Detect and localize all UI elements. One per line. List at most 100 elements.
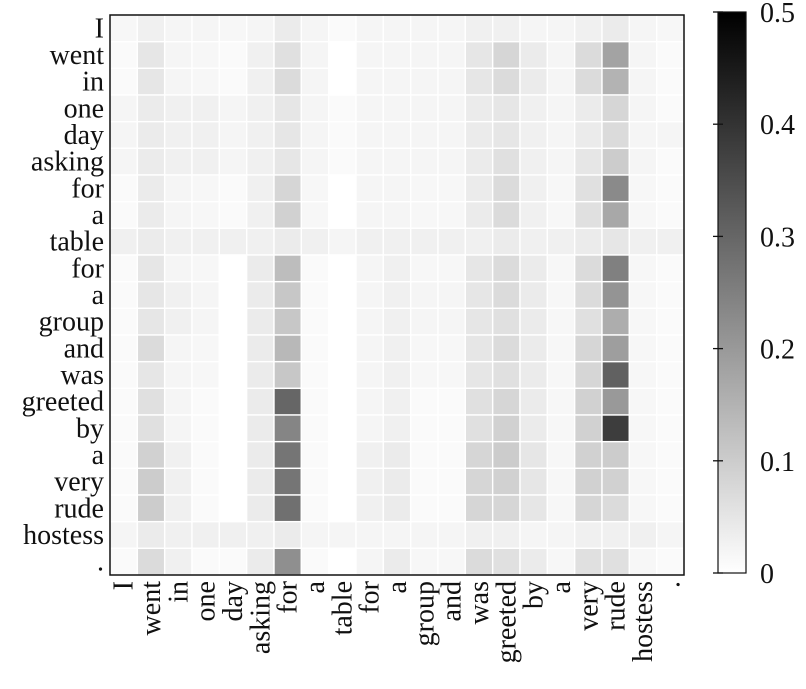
heatmap-cell — [546, 227, 576, 256]
heatmap-cell — [628, 494, 658, 523]
heatmap-cell — [136, 174, 166, 203]
x-token-labels: Iwentinonedayaskingforatableforagroupand… — [109, 580, 687, 663]
heatmap-cell — [218, 94, 248, 123]
heatmap-cell — [382, 467, 412, 496]
heatmap-cell — [273, 67, 303, 96]
heatmap-cell — [300, 520, 330, 550]
heatmap-cell — [136, 147, 166, 176]
heatmap-cell — [327, 547, 357, 576]
heatmap-cell — [601, 254, 631, 283]
heatmap-cell — [300, 414, 330, 443]
y-token-label: table — [50, 227, 104, 258]
heatmap-cell — [136, 440, 166, 470]
heatmap-cell — [109, 14, 139, 43]
heatmap-cell — [655, 414, 685, 443]
heatmap-cell — [437, 494, 467, 523]
heatmap-cell — [573, 14, 603, 43]
x-token-label: table — [327, 581, 358, 635]
heatmap-cell — [628, 334, 658, 363]
heatmap-cell — [382, 94, 412, 123]
heatmap-cell — [601, 120, 631, 150]
heatmap-cell — [491, 280, 521, 310]
heatmap-cell — [355, 94, 385, 123]
heatmap-cell — [273, 120, 303, 150]
heatmap-cell — [327, 14, 357, 43]
heatmap-cell — [136, 40, 166, 70]
heatmap-cell — [191, 94, 221, 123]
heatmap-cell — [573, 494, 603, 523]
heatmap-cell — [218, 227, 248, 256]
heatmap-cell — [409, 147, 439, 176]
heatmap-cell — [300, 280, 330, 310]
heatmap-cell — [327, 40, 357, 70]
heatmap-cell — [273, 520, 303, 550]
heatmap-cell — [382, 40, 412, 70]
heatmap-cell — [218, 147, 248, 176]
heatmap-cell — [245, 40, 275, 70]
heatmap-cell — [245, 147, 275, 176]
heatmap-cell — [437, 334, 467, 363]
heatmap-cell — [573, 520, 603, 550]
heatmap-cell — [163, 94, 193, 123]
heatmap-cell — [136, 280, 166, 310]
heatmap-cell — [464, 227, 494, 256]
heatmap-cell — [655, 387, 685, 416]
heatmap-cell — [655, 334, 685, 363]
heatmap-cell — [519, 440, 549, 470]
y-token-label: . — [97, 547, 104, 578]
heatmap-cell — [109, 254, 139, 283]
colorbar-ticks: 0 0.1 0.2 0.3 0.4 0.5 — [713, 0, 795, 590]
heatmap-cell — [491, 67, 521, 96]
heatmap-cell — [191, 14, 221, 43]
heatmap-cell — [573, 307, 603, 336]
heatmap-cell — [601, 174, 631, 203]
heatmap-cell — [601, 467, 631, 496]
heatmap-cell — [464, 414, 494, 443]
heatmap-cell — [355, 227, 385, 256]
heatmap-cell — [163, 467, 193, 496]
heatmap-cell — [546, 280, 576, 310]
colorbar-tick-label: 0.4 — [760, 110, 795, 141]
heatmap-cell — [546, 360, 576, 390]
y-token-label: by — [76, 413, 104, 444]
heatmap-cell — [409, 520, 439, 550]
heatmap-cell — [327, 387, 357, 416]
heatmap-cell — [409, 334, 439, 363]
heatmap-cell — [491, 494, 521, 523]
heatmap-cell — [437, 307, 467, 336]
heatmap-cell — [519, 200, 549, 230]
heatmap-cell — [300, 147, 330, 176]
heatmap-cell — [273, 494, 303, 523]
heatmap-cell — [464, 520, 494, 550]
y-token-labels: Iwentinonedayaskingforatableforagroupand… — [22, 13, 105, 577]
heatmap-cell — [655, 280, 685, 310]
heatmap-cell — [573, 94, 603, 123]
heatmap-cell — [464, 200, 494, 230]
heatmap-cell — [573, 174, 603, 203]
heatmap-cell — [464, 387, 494, 416]
heatmap-cell — [109, 414, 139, 443]
heatmap-cell — [163, 414, 193, 443]
heatmap-cell — [327, 360, 357, 390]
heatmap-cell — [218, 440, 248, 470]
heatmap-cell — [464, 547, 494, 576]
heatmap-cell — [628, 94, 658, 123]
heatmap-cell — [628, 227, 658, 256]
heatmap-cell — [519, 334, 549, 363]
heatmap-cell — [191, 494, 221, 523]
heatmap-cell — [382, 494, 412, 523]
heatmap-cell — [409, 254, 439, 283]
heatmap-cell — [163, 254, 193, 283]
heatmap-cell — [546, 334, 576, 363]
heatmap-cell — [109, 147, 139, 176]
heatmap-cell — [245, 494, 275, 523]
heatmap-cell — [136, 334, 166, 363]
heatmap-cell — [382, 254, 412, 283]
heatmap-cell — [218, 200, 248, 230]
heatmap-cell — [601, 40, 631, 70]
heatmap-cell — [136, 14, 166, 43]
heatmap-cell — [327, 467, 357, 496]
heatmap-cell — [300, 334, 330, 363]
x-token-label: by — [519, 581, 550, 609]
heatmap-cell — [245, 307, 275, 336]
